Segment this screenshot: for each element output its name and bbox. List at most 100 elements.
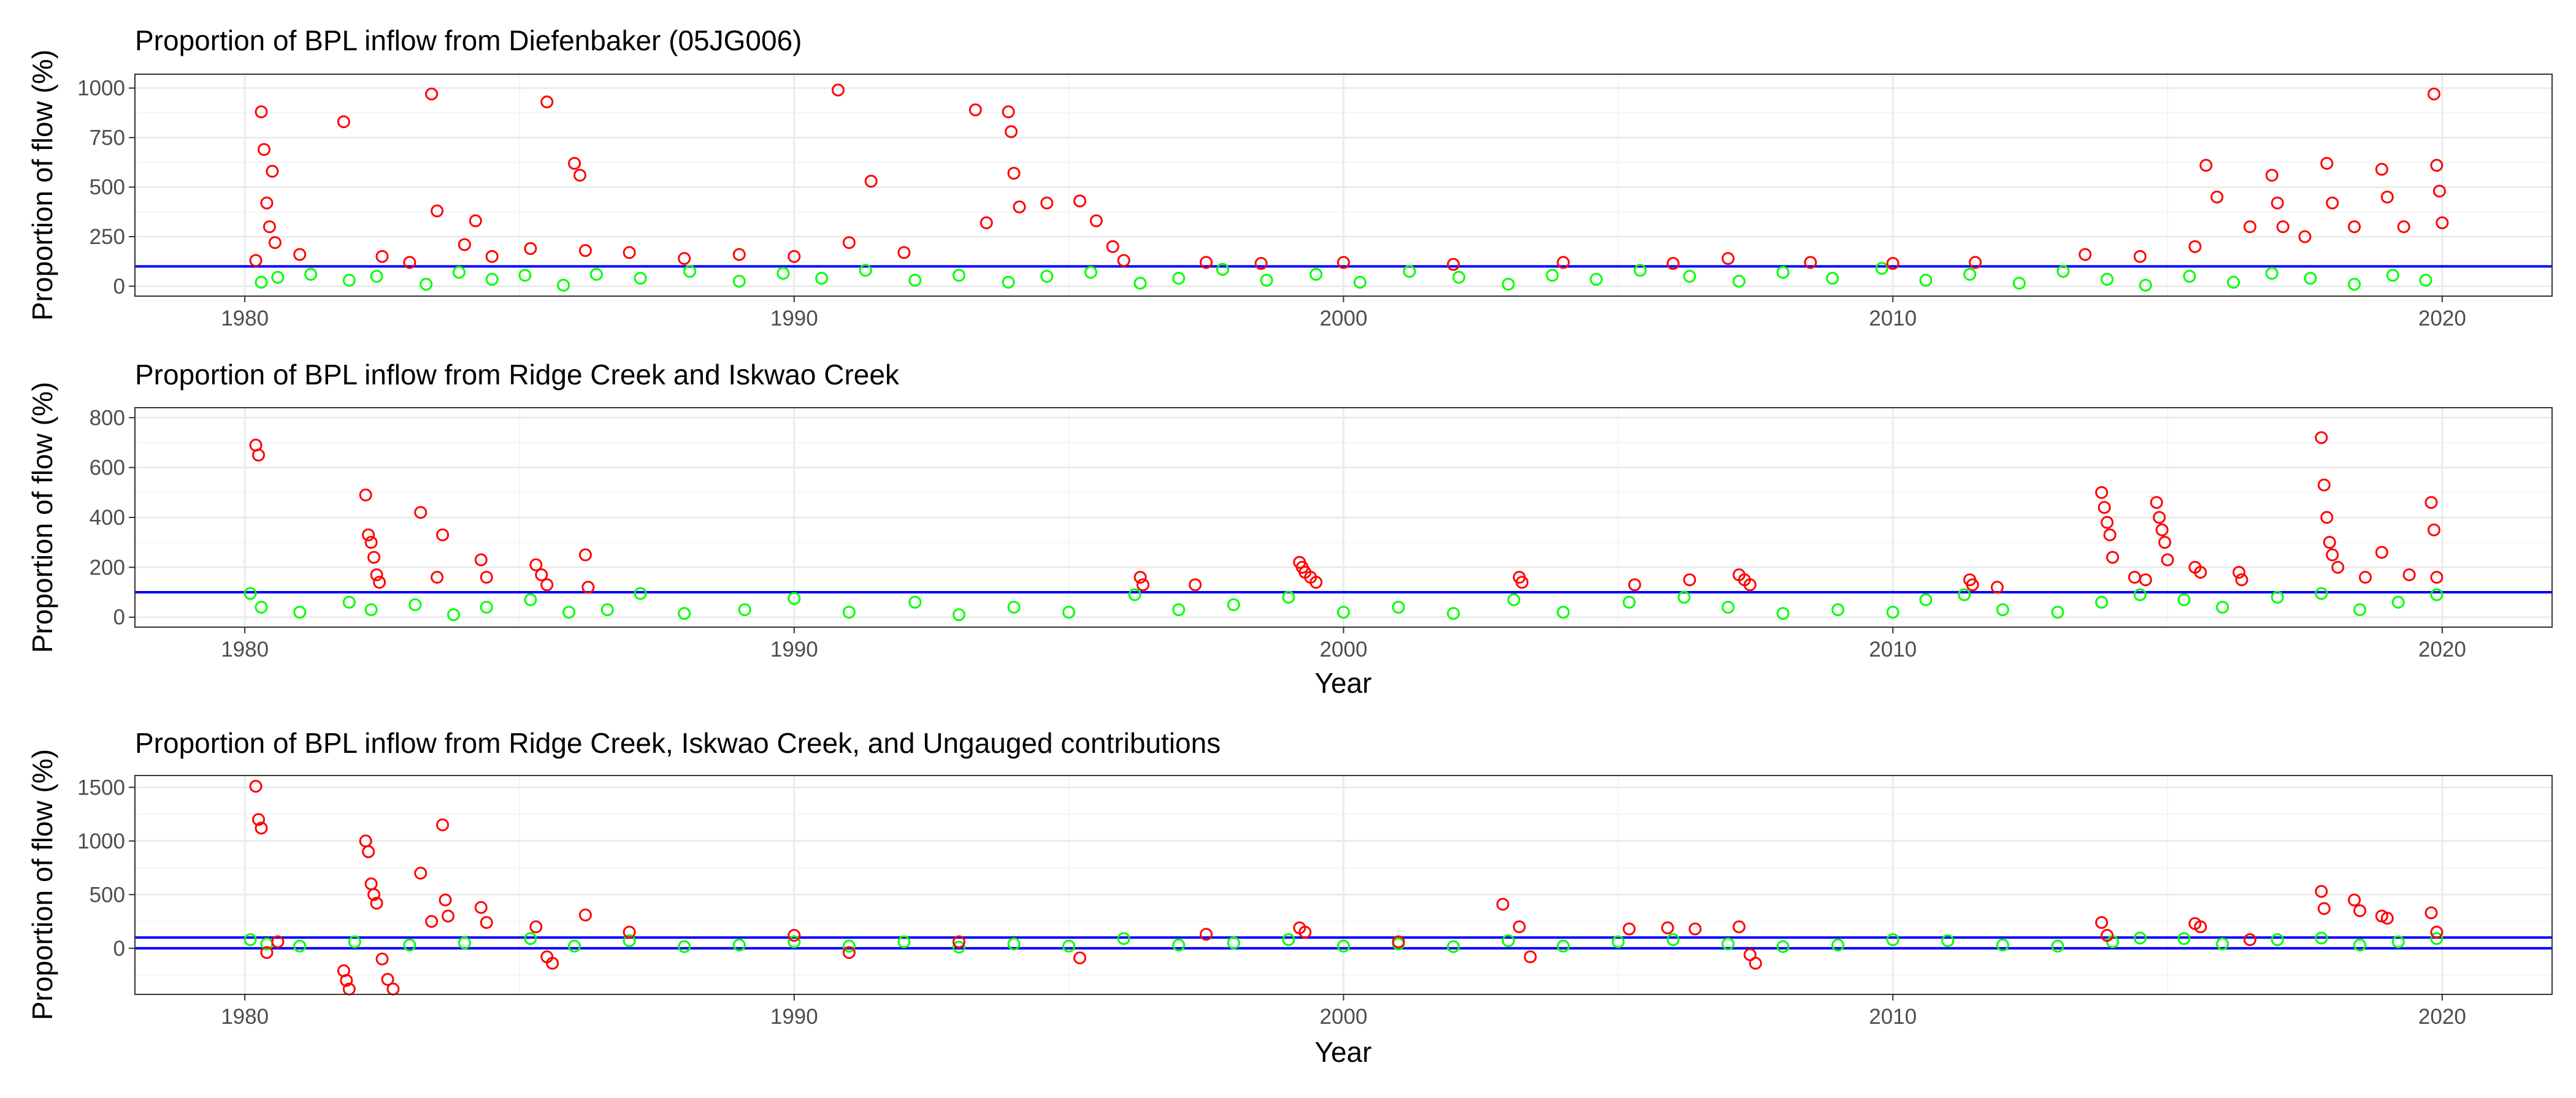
x-tick-label: 1980 bbox=[221, 1005, 269, 1029]
data-point-above bbox=[1743, 578, 1757, 592]
data-point-below bbox=[1282, 590, 1295, 604]
data-point-below bbox=[732, 275, 746, 288]
data-point-above bbox=[370, 568, 383, 582]
data-point-below bbox=[2304, 272, 2317, 285]
data-point-above bbox=[2243, 933, 2256, 947]
data-point-above bbox=[2348, 220, 2361, 234]
data-point-above bbox=[362, 528, 375, 541]
data-point-above bbox=[732, 248, 746, 261]
data-point-below bbox=[1826, 272, 1839, 285]
data-point-above bbox=[1969, 256, 1982, 269]
y-axis-title: Proportion of flow (%) bbox=[26, 382, 58, 653]
data-point-below bbox=[2133, 588, 2147, 601]
data-point-below bbox=[293, 939, 307, 953]
data-point-below bbox=[420, 278, 433, 291]
data-point-above bbox=[2317, 902, 2331, 915]
data-point-below bbox=[2353, 603, 2367, 617]
data-point-above bbox=[2353, 904, 2367, 917]
data-point-below bbox=[1666, 933, 1680, 947]
data-point-above bbox=[2436, 216, 2449, 229]
data-point-below bbox=[589, 267, 603, 281]
data-point-below bbox=[1677, 590, 1691, 604]
data-point-above bbox=[1689, 922, 1702, 936]
x-tick-label: 2010 bbox=[1869, 638, 1917, 661]
data-point-above bbox=[252, 813, 266, 826]
data-point-above bbox=[2425, 496, 2438, 509]
data-point-above bbox=[1804, 256, 1817, 269]
data-point-below bbox=[953, 269, 966, 282]
data-point-below bbox=[1501, 934, 1515, 947]
data-point-above bbox=[897, 246, 911, 259]
data-point-above bbox=[2133, 250, 2147, 263]
data-point-above bbox=[540, 578, 554, 592]
data-point-above bbox=[2323, 536, 2336, 549]
x-tick-label: 2020 bbox=[2418, 307, 2466, 330]
data-point-below bbox=[2430, 588, 2444, 601]
data-point-above bbox=[842, 946, 856, 959]
data-point-above bbox=[1089, 214, 1103, 227]
panel-title: Proportion of BPL inflow from Diefenbake… bbox=[135, 25, 802, 56]
data-point-below bbox=[243, 587, 257, 600]
data-point-below bbox=[2348, 278, 2361, 291]
data-point-below bbox=[1996, 939, 2009, 951]
data-point-below bbox=[2177, 593, 2191, 606]
data-point-above bbox=[578, 909, 592, 921]
data-point-above bbox=[2161, 553, 2174, 566]
y-tick-label: 750 bbox=[90, 126, 125, 150]
data-point-below bbox=[557, 278, 570, 292]
data-point-below bbox=[1557, 939, 1570, 953]
data-point-below bbox=[447, 608, 460, 622]
y-tick-label: 1000 bbox=[77, 829, 125, 853]
panel-title: Proportion of BPL inflow from Ridge Cree… bbox=[135, 359, 900, 391]
data-point-above bbox=[1622, 922, 1636, 936]
data-point-above bbox=[2320, 156, 2334, 170]
data-point-above bbox=[431, 571, 444, 584]
data-point-above bbox=[2380, 912, 2394, 925]
data-point-above bbox=[2317, 478, 2331, 492]
x-axis-ticks: 1980 1990 2000 2010 2020 bbox=[221, 994, 2466, 1029]
data-point-below bbox=[293, 606, 307, 619]
data-point-below bbox=[2133, 931, 2147, 945]
data-points bbox=[249, 83, 2449, 292]
data-point-below bbox=[732, 939, 746, 951]
data-point-below bbox=[1084, 265, 1097, 279]
data-point-above bbox=[403, 256, 416, 269]
data-point-below bbox=[2216, 600, 2229, 614]
data-point-below bbox=[788, 935, 801, 948]
data-point-above bbox=[1666, 257, 1680, 270]
data-point-below bbox=[1776, 940, 1790, 953]
x-tick-label: 1990 bbox=[770, 638, 818, 661]
data-point-above bbox=[252, 448, 266, 462]
data-point-below bbox=[524, 593, 537, 606]
data-point-above bbox=[2153, 511, 2166, 524]
data-point-above bbox=[1683, 573, 1696, 587]
data-point-below bbox=[2057, 265, 2070, 278]
data-point-above bbox=[1732, 920, 1746, 934]
data-point-above bbox=[864, 175, 878, 188]
data-point-above bbox=[1749, 956, 1762, 970]
data-point-above bbox=[2315, 885, 2328, 898]
data-point-below bbox=[364, 603, 378, 617]
data-point-above bbox=[1496, 898, 1509, 911]
data-point-above bbox=[381, 973, 394, 986]
data-point-above bbox=[535, 568, 548, 582]
data-point-above bbox=[1661, 921, 1674, 934]
data-point-below bbox=[678, 940, 691, 953]
data-point-below bbox=[1227, 598, 1240, 611]
data-point-below bbox=[1721, 600, 1735, 614]
x-axis-ticks: 1980 1990 2000 2010 2020 bbox=[221, 627, 2466, 661]
panel-diefenbaker: Proportion of BPL inflow from Diefenbake… bbox=[26, 25, 2553, 330]
data-point-below bbox=[2386, 269, 2399, 282]
data-point-below bbox=[304, 267, 318, 281]
data-point-above bbox=[529, 558, 543, 571]
data-point-above bbox=[2380, 190, 2394, 204]
panel-title: Proportion of BPL inflow from Ridge Cree… bbox=[135, 727, 1221, 759]
data-point-below bbox=[842, 939, 856, 953]
data-point-below bbox=[2353, 939, 2367, 951]
data-point-below bbox=[678, 607, 691, 620]
data-point-above bbox=[469, 214, 482, 227]
y-tick-label: 250 bbox=[90, 225, 125, 249]
data-point-below bbox=[1353, 275, 1367, 289]
y-axis-title: Proportion of flow (%) bbox=[26, 50, 58, 321]
